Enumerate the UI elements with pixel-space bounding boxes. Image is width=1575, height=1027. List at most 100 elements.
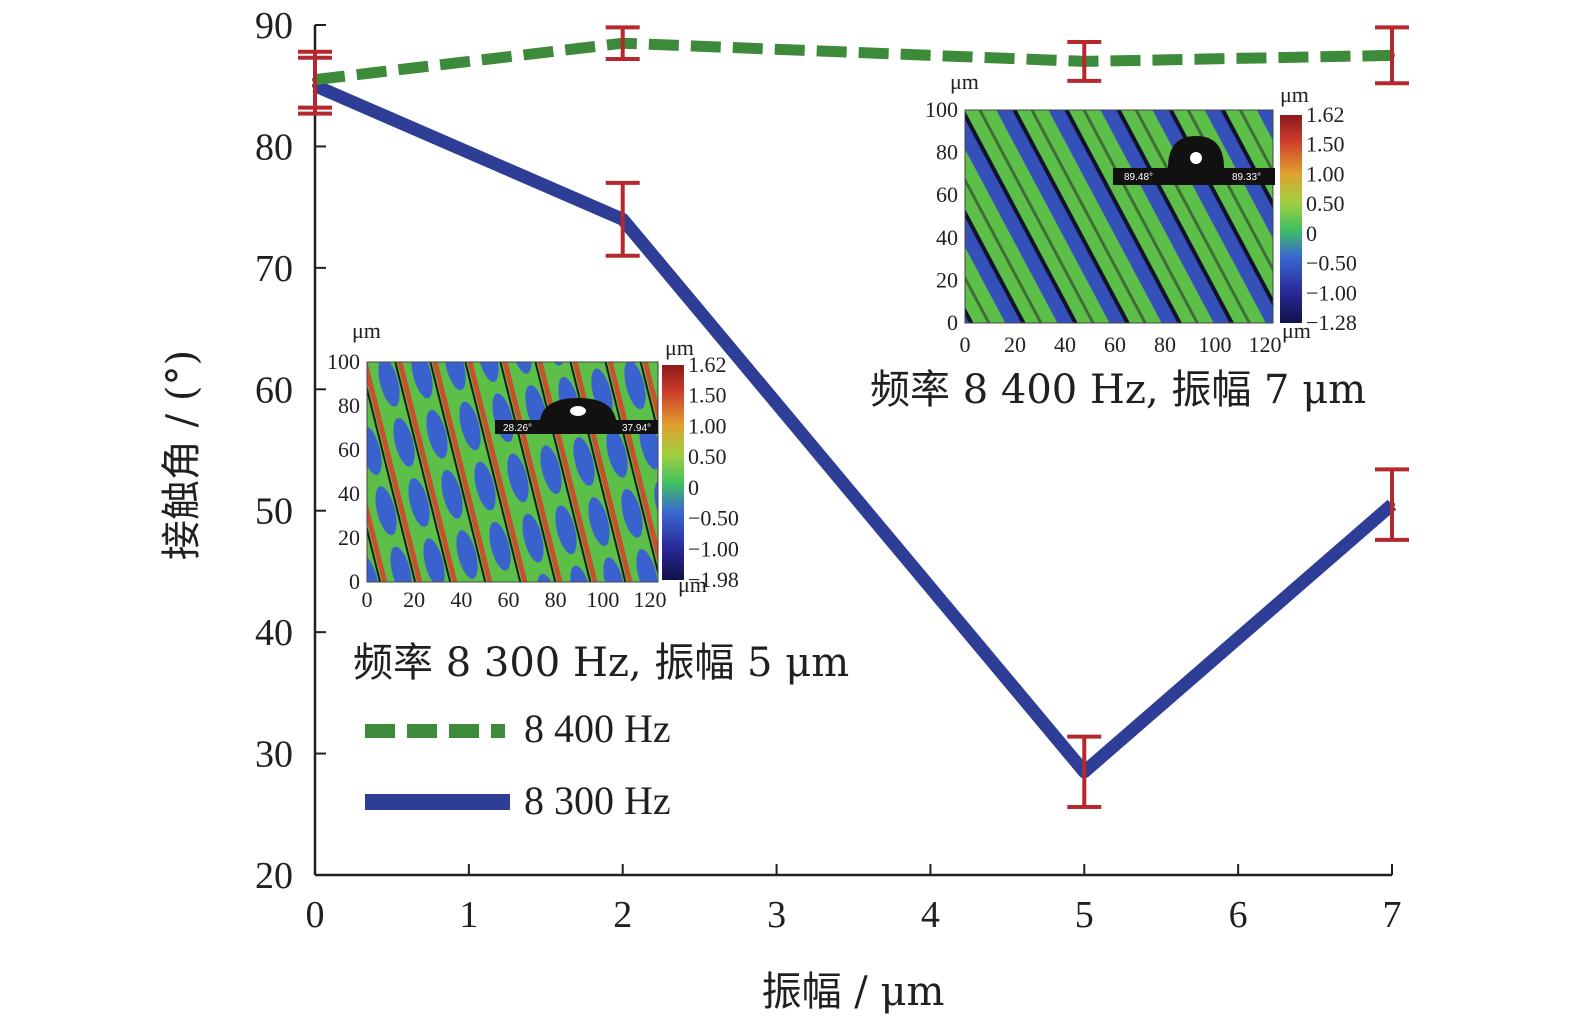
inset-y-tick-label: 40 [936, 225, 958, 250]
x-tick-label: 2 [613, 894, 632, 936]
inset-colorbar-tick-label: 0.50 [688, 444, 727, 469]
x-tick-label: 0 [306, 894, 325, 936]
inset-y-tick-label: 80 [338, 393, 360, 418]
inset-8300hz-colorbar-ticks: 1.62 1.50 1.00 0.50 0 −0.50 −1.00 −1.98 [688, 352, 739, 592]
inset-colorbar-tick-label: −0.50 [688, 506, 739, 531]
y-tick-label: 60 [255, 369, 293, 411]
inset-8400hz-droplet: 89.48° 89.33° [1113, 136, 1275, 185]
inset-y-tick-label: 40 [338, 481, 360, 506]
inset-colorbar-tick-label: −0.50 [1306, 251, 1357, 276]
inset-8400hz-colorbar-unit-top: μm [1280, 82, 1309, 107]
x-tick-label: 7 [1383, 894, 1402, 936]
series-line-8300hz [312, 79, 1397, 779]
series-line-8400hz [314, 37, 1393, 86]
inset-x-tick-label: 20 [1004, 332, 1026, 357]
y-tick-label: 50 [255, 491, 293, 533]
x-tick-label: 1 [459, 894, 478, 936]
inset-8400hz-caption: 频率 8 400 Hz, 振幅 7 μm [870, 367, 1366, 413]
inset-x-tick-label: 20 [403, 587, 425, 612]
inset-x-tick-label: 120 [1249, 332, 1282, 357]
inset-x-tick-label: 120 [634, 587, 667, 612]
inset-colorbar-tick-label: 1.62 [688, 352, 727, 377]
inset-8300hz-colorbar-unit-bottom: μm [678, 572, 707, 597]
inset-colorbar-tick-label: −1.28 [1306, 310, 1357, 335]
error-bar [1375, 467, 1409, 542]
error-bar [1375, 25, 1409, 86]
inset-y-tick-label: 60 [338, 437, 360, 462]
inset-8400hz-colorbar [1280, 115, 1302, 323]
inset-colorbar-tick-label: −1.98 [688, 567, 739, 592]
error-bar [1067, 734, 1102, 809]
inset-8300hz-angle-right: 37.94° [622, 423, 651, 434]
inset-colorbar-tick-label: 0.50 [1306, 191, 1345, 216]
inset-8300hz-x-ticks: 0 20 40 60 80 100 120 [362, 587, 667, 612]
x-axis-title: 振幅 / μm [762, 969, 945, 1015]
inset-y-tick-label: 80 [936, 140, 958, 165]
inset-8400hz: 89.48° 89.33° μm μm μm 0 20 40 60 80 100 120 0… [870, 69, 1366, 413]
inset-8400hz-unit-top: μm [950, 69, 979, 94]
inset-colorbar-tick-label: 1.62 [1306, 102, 1345, 127]
inset-y-tick-label: 20 [936, 267, 958, 292]
inset-8400hz-angle-left: 89.48° [1124, 172, 1153, 183]
error-bar-layer [298, 25, 1409, 809]
error-bar [298, 55, 332, 116]
inset-8400hz-colorbar-ticks: 1.62 1.50 1.00 0.50 0 −0.50 −1.00 −1.28 [1306, 102, 1357, 335]
inset-x-tick-label: 60 [498, 587, 520, 612]
y-tick-label: 40 [255, 612, 293, 654]
legend-label-8300hz: 8 300 Hz [524, 778, 671, 823]
inset-x-tick-label: 100 [586, 587, 619, 612]
y-tick-label: 80 [255, 126, 293, 168]
inset-y-tick-label: 20 [338, 525, 360, 550]
legend: 8 400 Hz 8 300 Hz [365, 706, 671, 823]
y-axis-ticks: 20 30 40 50 60 70 80 90 [255, 5, 326, 897]
x-axis-ticks: 0 1 2 3 4 5 6 7 [306, 864, 1402, 936]
inset-colorbar-tick-label: 1.50 [688, 383, 727, 408]
inset-x-tick-label: 0 [362, 587, 373, 612]
inset-y-tick-label: 60 [936, 182, 958, 207]
inset-8300hz-y-ticks: 0 20 40 60 80 100 [327, 349, 360, 594]
inset-8400hz-surface-map [965, 110, 1273, 323]
inset-colorbar-tick-label: −1.00 [1306, 280, 1357, 305]
inset-x-tick-label: 100 [1199, 332, 1232, 357]
inset-y-tick-label: 100 [925, 97, 958, 122]
error-bar [1067, 40, 1102, 83]
inset-x-tick-label: 60 [1104, 332, 1126, 357]
y-tick-label: 30 [255, 734, 293, 776]
inset-8300hz-colorbar [662, 365, 684, 580]
inset-x-tick-label: 40 [1054, 332, 1076, 357]
y-tick-label: 70 [255, 248, 293, 290]
inset-x-tick-label: 40 [450, 587, 472, 612]
y-axis-title: 接触角 / (°) [159, 350, 205, 560]
inset-8300hz-unit-top: μm [352, 318, 381, 343]
inset-y-tick-label: 0 [947, 310, 958, 335]
inset-colorbar-tick-label: −1.00 [688, 536, 739, 561]
y-tick-label: 90 [255, 5, 293, 47]
inset-8300hz-colorbar-unit-top: μm [665, 335, 694, 360]
inset-colorbar-tick-label: 0 [688, 475, 699, 500]
inset-8300hz-surface-map [367, 362, 658, 582]
inset-colorbar-tick-label: 1.50 [1306, 132, 1345, 157]
inset-8300hz: 28.26° 37.94° μm μm μm 0 20 40 60 80 100 120 0… [327, 318, 849, 686]
inset-x-tick-label: 80 [1154, 332, 1176, 357]
inset-y-tick-label: 0 [349, 569, 360, 594]
inset-colorbar-tick-label: 1.00 [688, 413, 727, 438]
inset-colorbar-tick-label: 1.00 [1306, 161, 1345, 186]
error-bar [605, 25, 640, 61]
x-tick-label: 4 [921, 894, 940, 936]
x-tick-label: 5 [1075, 894, 1094, 936]
inset-8300hz-caption: 频率 8 300 Hz, 振幅 5 μm [353, 640, 849, 686]
inset-x-tick-label: 80 [545, 587, 567, 612]
inset-8400hz-x-ticks: 0 20 40 60 80 100 120 [960, 332, 1282, 357]
inset-8300hz-droplet: 28.26° 37.94° [495, 398, 658, 434]
inset-8400hz-angle-right: 89.33° [1232, 172, 1261, 183]
error-bar [605, 180, 640, 258]
y-tick-label: 20 [255, 855, 293, 897]
inset-8400hz-y-ticks: 0 20 40 60 80 100 [925, 97, 958, 335]
x-tick-label: 3 [767, 894, 786, 936]
x-tick-label: 6 [1229, 894, 1248, 936]
inset-8400hz-colorbar-unit-bottom: μm [1282, 318, 1311, 343]
inset-8300hz-angle-left: 28.26° [503, 423, 532, 434]
legend-label-8400hz: 8 400 Hz [524, 706, 671, 751]
inset-y-tick-label: 100 [327, 349, 360, 374]
